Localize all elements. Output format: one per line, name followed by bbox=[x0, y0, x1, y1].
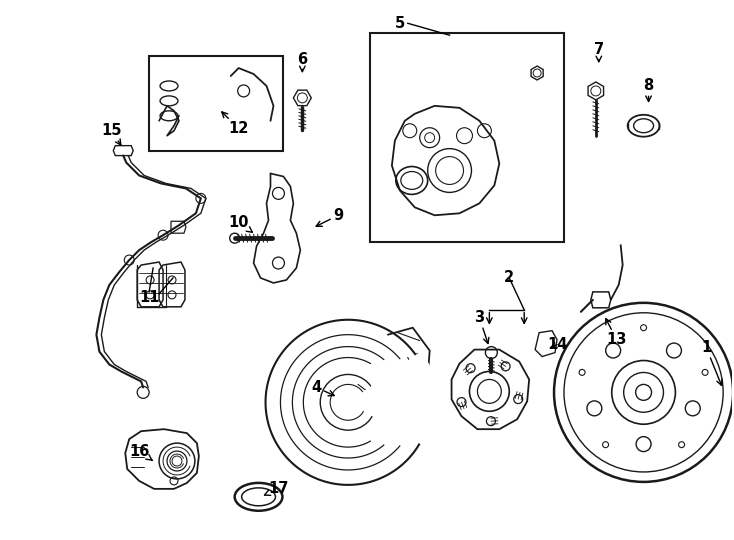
Text: 3: 3 bbox=[474, 310, 489, 343]
Text: 15: 15 bbox=[101, 123, 122, 145]
Text: 5: 5 bbox=[395, 16, 405, 31]
Text: 13: 13 bbox=[606, 319, 627, 347]
Text: 1: 1 bbox=[701, 340, 722, 386]
Bar bbox=[370, 33, 564, 242]
Text: 16: 16 bbox=[129, 443, 153, 461]
Text: 14: 14 bbox=[547, 337, 567, 352]
Text: 12: 12 bbox=[222, 112, 249, 136]
Wedge shape bbox=[348, 351, 437, 447]
Text: 10: 10 bbox=[228, 215, 252, 232]
Text: 2: 2 bbox=[504, 271, 515, 286]
Text: 17: 17 bbox=[264, 481, 288, 496]
Text: 4: 4 bbox=[311, 380, 334, 396]
Bar bbox=[149, 56, 283, 151]
Text: 6: 6 bbox=[297, 52, 308, 72]
Text: 8: 8 bbox=[644, 78, 654, 102]
Text: 7: 7 bbox=[594, 42, 604, 62]
Circle shape bbox=[636, 384, 652, 400]
Text: 9: 9 bbox=[316, 208, 344, 226]
Text: 11: 11 bbox=[139, 291, 159, 305]
